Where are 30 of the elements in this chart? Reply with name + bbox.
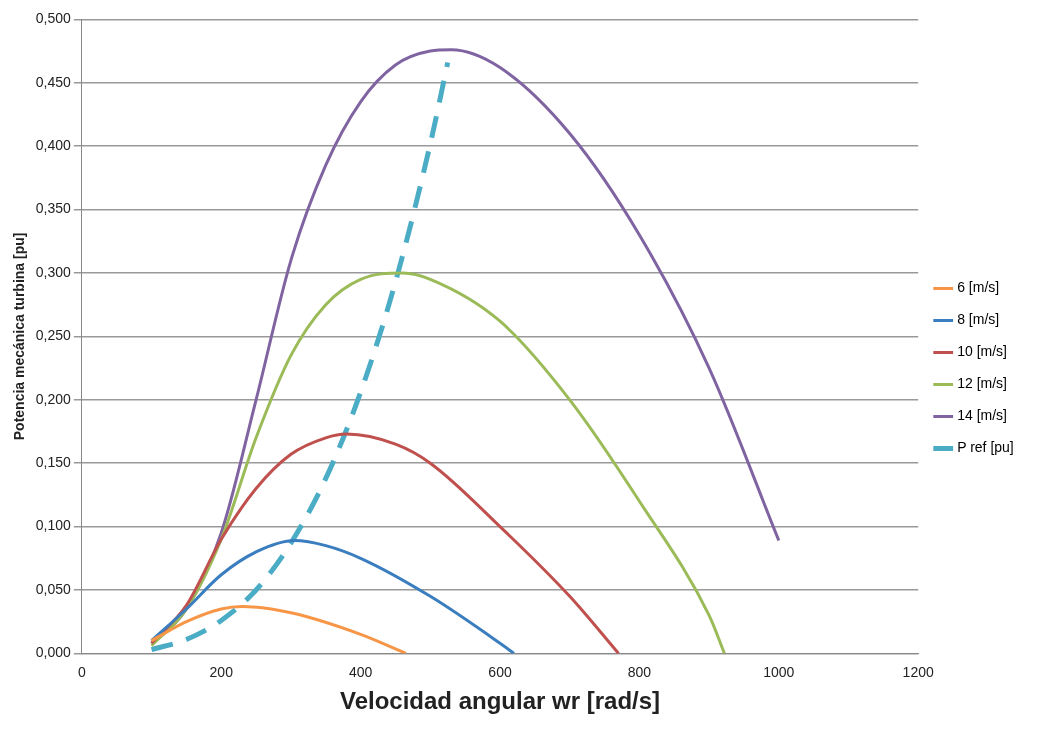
y-axis-title: Potencia mecánica turbina [pu] <box>11 232 28 441</box>
legend-label: 8 [m/s] <box>957 311 1000 328</box>
legend-label: 10 [m/s] <box>957 343 1007 360</box>
x-tick-label: 200 <box>209 663 234 680</box>
y-tick-label: 0,200 <box>35 390 72 407</box>
x-tick-label: 0 <box>77 663 86 680</box>
x-tick-label: 600 <box>488 663 512 680</box>
x-tick-label: 400 <box>348 663 373 680</box>
y-tick-label: 0,350 <box>35 200 72 217</box>
y-tick-label: 0,500 <box>35 10 72 27</box>
y-tick-label: 0,400 <box>35 137 72 154</box>
x-tick-label: 1000 <box>763 663 795 680</box>
y-tick-label: 0,000 <box>35 644 72 661</box>
legend-label: 14 [m/s] <box>957 407 1007 424</box>
line-series <box>150 604 408 654</box>
line-series <box>150 432 620 654</box>
y-tick-label: 0,250 <box>35 327 72 344</box>
x-tick-label: 800 <box>627 663 652 680</box>
legend-label: P ref [pu] <box>957 439 1014 456</box>
y-tick-label: 0,300 <box>35 263 72 280</box>
line-series <box>150 539 516 654</box>
x-tick-label: 1200 <box>902 663 934 680</box>
y-tick-label: 0,450 <box>35 73 72 90</box>
legend-label: 12 [m/s] <box>957 375 1007 392</box>
y-tick-label: 0,050 <box>35 580 72 597</box>
y-tick-label: 0,100 <box>35 517 72 534</box>
y-tick-label: 0,150 <box>35 454 72 471</box>
x-axis-title: Velocidad angular wr [rad/s] <box>339 687 661 715</box>
line-series <box>150 271 726 654</box>
legend-label: 6 [m/s] <box>957 279 1000 296</box>
